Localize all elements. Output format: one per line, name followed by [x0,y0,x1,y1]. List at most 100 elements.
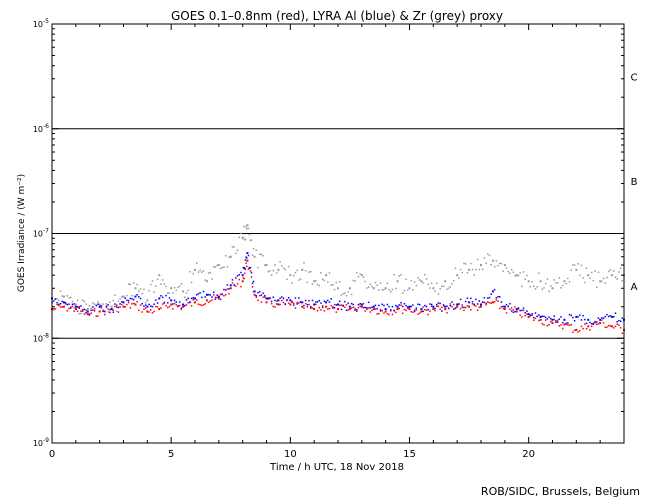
data-point [313,303,316,306]
data-point [146,310,149,313]
scatter-dot [224,289,227,291]
scatter-dot [252,248,255,250]
scatter-dot [442,303,445,306]
data-point [301,305,304,308]
scatter-dot [249,267,252,269]
data-point [432,287,435,290]
scatter-dot [255,249,258,252]
scatter-dot [376,308,378,310]
scatter-dot [151,305,154,308]
scatter-dot [435,282,438,285]
scatter-dot [141,311,143,313]
scatter-dot [493,288,496,291]
scatter-dot [264,296,266,298]
scatter-dot [405,304,407,307]
scatter-dot [401,292,404,294]
scatter-dot [430,305,433,308]
scatter-dot [388,305,390,308]
scatter-dot [54,298,57,301]
scatter-dot [127,301,130,304]
scatter-dot [68,303,70,305]
scatter-dot [129,283,132,286]
scatter-dot [88,305,91,307]
scatter-dot [315,303,317,306]
scatter-dot [521,316,523,318]
scatter-dot [582,314,584,317]
x-tick-label: 5 [168,449,174,460]
scatter-dot [78,305,80,308]
scatter-dot [199,303,201,306]
scatter-dot [328,272,331,274]
scatter-dot [299,301,302,303]
scatter-dot [521,309,523,312]
scatter-dot [80,305,82,307]
scatter-dot [378,312,380,315]
scatter-dot [613,270,615,272]
scatter-dot [247,227,250,230]
scatter-dot [160,283,162,285]
scatter-dot [310,305,312,308]
data-point [468,301,471,304]
series-goes-0-1-0-8nm [51,259,625,334]
scatter-dot [209,300,212,302]
scatter-dot [596,321,598,323]
data-point [205,299,208,302]
scatter-dot [69,296,72,299]
scatter-dot [97,301,99,303]
scatter-dot [441,306,443,309]
scatter-dot [126,294,128,297]
scatter-dot [590,271,593,274]
scatter-dot [391,288,394,291]
scatter-dot [320,302,322,304]
scatter-dot [185,304,188,306]
scatter-dot [364,280,366,283]
scatter-dot [275,272,278,274]
scatter-dot [58,304,60,307]
scatter-dot [132,302,135,305]
scatter-dot [565,323,567,325]
scatter-dot [149,305,152,307]
scatter-dot [485,302,487,305]
scatter-dot [211,296,213,298]
data-point [182,303,185,306]
y-tick-label: 10-8 [33,332,49,343]
scatter-dot [209,271,212,274]
scatter-dot [306,303,309,306]
scatter-dot [249,270,252,272]
data-point [182,305,185,308]
scatter-dot [160,295,162,297]
scatter-dot [197,293,200,295]
scatter-dot [582,277,584,279]
scatter-dot [357,306,360,309]
scatter-dot [412,289,414,291]
scatter-dot [407,306,409,308]
scatter-dot [112,309,115,312]
scatter-dot [214,298,217,300]
scatter-dot [279,297,281,299]
scatter-dot [417,313,419,315]
scatter-dot [100,304,103,307]
scatter-dot [338,281,341,283]
data-point [301,268,304,271]
scatter-dot [430,282,433,284]
data-point [134,287,137,290]
scatter-dot [306,281,309,283]
scatter-dot [345,295,348,297]
scatter-dot [178,285,181,287]
scatter-dot [355,271,358,274]
scatter-dot [558,325,561,327]
scatter-dot [556,321,559,323]
scatter-dot [214,296,217,299]
scatter-dot [505,312,508,314]
scatter-dot [621,332,624,334]
scatter-dot [400,301,402,304]
scatter-dot [201,271,203,273]
data-point [110,308,113,311]
scatter-dot [379,282,382,284]
scatter-dot [390,309,392,311]
scatter-dot [604,282,607,284]
scatter-dot [466,297,469,299]
scatter-dot [161,296,164,299]
scatter-dot [340,308,343,311]
scatter-dot [427,308,429,311]
